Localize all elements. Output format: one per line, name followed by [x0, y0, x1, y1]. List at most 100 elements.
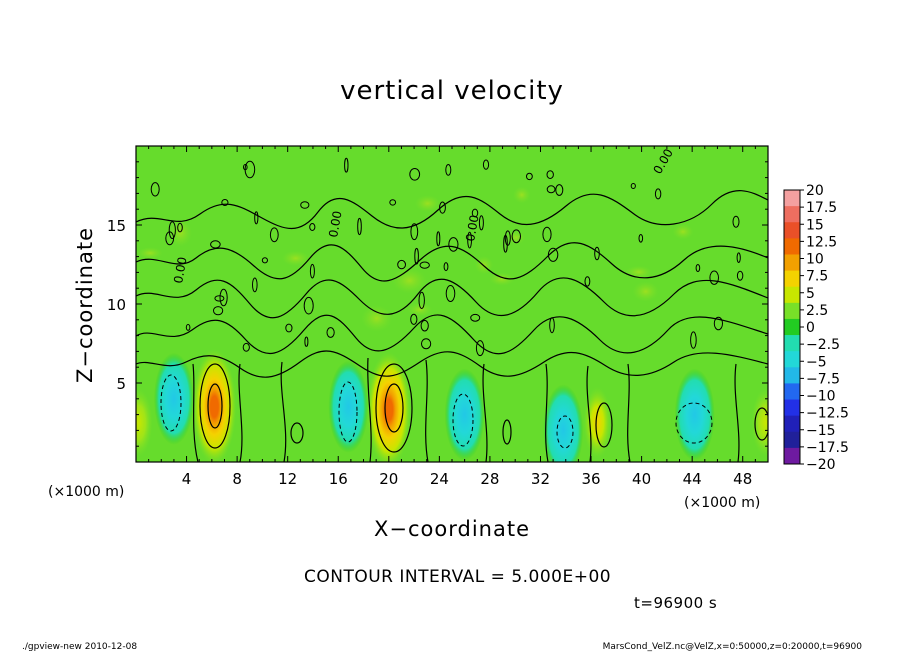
contour-line: [136, 190, 768, 229]
x-tick-label: 48: [733, 470, 752, 488]
x-tick-label: 12: [278, 470, 297, 488]
colorbar-swatch: [784, 254, 800, 271]
updraft-cell: [366, 351, 411, 462]
colorbar-swatch: [784, 222, 800, 239]
contour-line: [384, 383, 404, 433]
colorbar-swatch: [784, 190, 800, 207]
contour-line: [542, 226, 552, 243]
contour-line: [219, 288, 228, 307]
contour-line: [425, 359, 429, 462]
x-tick-label: 16: [329, 470, 348, 488]
contour-line: [420, 319, 429, 332]
contour-line: [136, 277, 768, 319]
contour-line: [199, 363, 231, 449]
contour-line: [546, 170, 554, 180]
x-tick-label: 4: [182, 470, 192, 488]
colorbar-swatch: [784, 206, 800, 223]
contour-line: [243, 164, 248, 171]
contour-line: [503, 234, 508, 253]
contour-line: [252, 277, 258, 293]
updraft-patch: [407, 302, 433, 317]
contour-line: [638, 234, 644, 243]
contour-line: [221, 199, 229, 206]
updraft-patch: [137, 247, 163, 260]
contour-line: [555, 184, 564, 196]
colorbar-label: −17.5: [806, 440, 849, 456]
contour-line: [309, 223, 316, 231]
x-tick-label: 8: [232, 470, 242, 488]
time-label: t=96900 s: [634, 594, 718, 612]
contour-line: [210, 240, 221, 249]
contour-line: [526, 172, 533, 181]
contour-line: [344, 157, 349, 173]
y-tick-label: 5: [116, 375, 126, 393]
downdraft-cell: [444, 368, 485, 461]
contour-line: [177, 222, 183, 233]
contour-line: [375, 363, 413, 453]
contour-line: [584, 276, 591, 287]
x-tick-label: 24: [430, 470, 449, 488]
contour-line: [338, 381, 358, 443]
colorbar-swatch: [784, 270, 800, 288]
colorbar-label: 12.5: [806, 234, 837, 250]
colorbar-label: 10: [806, 252, 824, 268]
footer-right: MarsCond_VelZ.nc@VelZ,x=0:50000,z=0:2000…: [602, 642, 862, 652]
y-axis-unit: (×1000 m): [48, 484, 124, 500]
contour-line: [238, 363, 243, 462]
contour-line: [709, 270, 720, 285]
contour-line: [467, 231, 473, 249]
updraft-patch: [281, 250, 310, 266]
colorbar-swatch: [784, 318, 800, 336]
x-axis-unit: (×1000 m): [684, 495, 760, 511]
colorbar-label: −20: [806, 457, 836, 473]
contour-line: [690, 331, 697, 349]
contour-line: [242, 342, 250, 352]
x-tick-label: 20: [379, 470, 398, 488]
contour-line: [556, 415, 574, 449]
y-tick-label: 15: [107, 217, 126, 235]
contour-line: [734, 363, 740, 462]
colorbar-label: −15: [806, 423, 836, 439]
contour-line: [436, 231, 441, 247]
contour-line: [409, 168, 421, 181]
contour-line: [452, 393, 474, 447]
contour-line: [502, 419, 512, 445]
contour-line: [695, 264, 701, 272]
contour-line: [261, 257, 268, 264]
colorbar-label: −5: [806, 354, 827, 370]
footer-left: ./gpview-new 2010-12-08: [22, 642, 138, 652]
colorbar-swatch: [784, 431, 800, 449]
contour-line: [326, 327, 335, 338]
contour-line: [713, 316, 724, 331]
contour-line: [448, 237, 459, 252]
colorbar-swatch: [784, 383, 800, 400]
contour-line: [269, 227, 279, 243]
updraft-cell: [136, 388, 153, 457]
colorbar-label: 20: [806, 183, 824, 199]
updraft-patch: [361, 305, 393, 332]
x-tick-label: 40: [632, 470, 651, 488]
updraft-patch: [391, 267, 428, 294]
contour-value-label: 0.00: [326, 210, 344, 239]
colorbar-label: 5: [806, 286, 815, 302]
colorbar-swatch: [784, 238, 800, 255]
contour-lines: [136, 190, 768, 462]
contour-line: [389, 199, 397, 206]
contour-line: [627, 363, 631, 462]
contour-line: [439, 201, 446, 214]
downdraft-cell: [674, 368, 715, 461]
contour-line: [421, 338, 432, 350]
colorbar-label: −7.5: [806, 371, 840, 387]
contour-line: [471, 208, 479, 218]
contour-line: [443, 262, 449, 272]
contour-line: [482, 363, 488, 462]
x-tick-label: 44: [683, 470, 702, 488]
contour-line: [414, 247, 419, 265]
colorbar-swatch: [784, 335, 800, 352]
contour-line: [285, 323, 293, 333]
contour-line: [136, 314, 768, 355]
updraft-patch: [672, 223, 694, 240]
updraft-patch: [489, 272, 515, 286]
